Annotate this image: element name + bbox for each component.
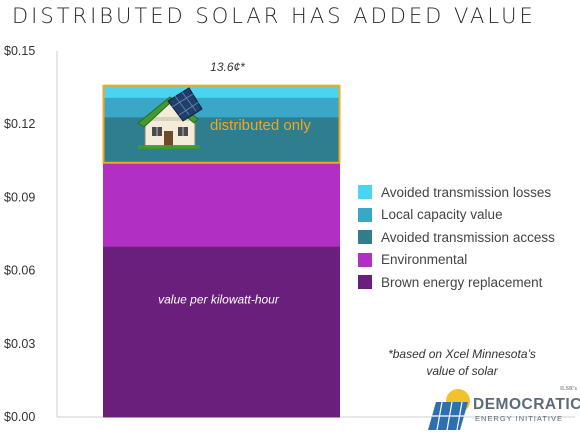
legend-item: Environmental: [358, 249, 555, 272]
house-with-solar-roof-icon: [137, 87, 203, 149]
bar-segment-local-capacity-value: [103, 97, 340, 118]
legend-item: Local capacity value: [358, 204, 555, 227]
legend-swatch: [358, 207, 372, 222]
legend-label: Environmental: [381, 252, 468, 268]
y-tick-label: $0.00: [4, 410, 35, 424]
legend-item: Brown energy replacement: [358, 271, 555, 294]
legend-label: Avoided transmission access: [381, 229, 555, 245]
y-tick-label: $0.12: [4, 117, 35, 131]
legend-item: Avoided transmission access: [358, 226, 555, 249]
y-tick-label: $0.03: [4, 337, 35, 351]
legend-swatch: [358, 252, 372, 267]
legend-swatch: [358, 185, 372, 200]
legend-label: Brown energy replacement: [381, 274, 543, 290]
solar-panel-sun-icon: [428, 389, 470, 431]
distributed-only-highlight: [102, 84, 341, 164]
legend-label: Local capacity value: [381, 207, 503, 223]
legend-item: Avoided transmission losses: [358, 181, 555, 204]
legend-swatch: [358, 275, 372, 290]
logo-subtitle: ENERGY INITIATIVE: [475, 414, 563, 423]
logo-name: DEMOCRATIC: [473, 396, 580, 413]
logo-tagline: ILSR’s: [560, 386, 578, 392]
legend-swatch: [358, 230, 372, 245]
bar-segment-avoided-transmission-losses: [103, 85, 340, 98]
legend-label: Avoided transmission losses: [381, 184, 552, 200]
chart-legend: Avoided transmission losses Local capacit…: [358, 181, 555, 294]
bar-segment-brown-energy-replacement: [103, 246, 340, 418]
total-value-label: 13.6¢*: [210, 60, 245, 74]
y-tick-label: $0.15: [4, 44, 35, 58]
democratic-energy-initiative-logo: ILSR’s DEMOCRATIC ENERGY INITIATIVE: [426, 386, 580, 432]
y-tick-label: $0.06: [4, 264, 35, 278]
footnote-line-1: *based on Xcel Minnesota’s: [388, 347, 536, 361]
footnote: *based on Xcel Minnesota’s value of sola…: [372, 346, 552, 380]
base-value-label: value per kilowatt-hour: [158, 293, 280, 307]
distributed-only-label: distributed only: [210, 117, 311, 134]
y-tick-label: $0.09: [4, 190, 35, 204]
chart-title: DISTRIBUTED SOLAR HAS ADDED VALUE: [12, 4, 536, 28]
footnote-line-2: value of solar: [426, 364, 498, 378]
bar-segment-environmental: [103, 163, 340, 247]
